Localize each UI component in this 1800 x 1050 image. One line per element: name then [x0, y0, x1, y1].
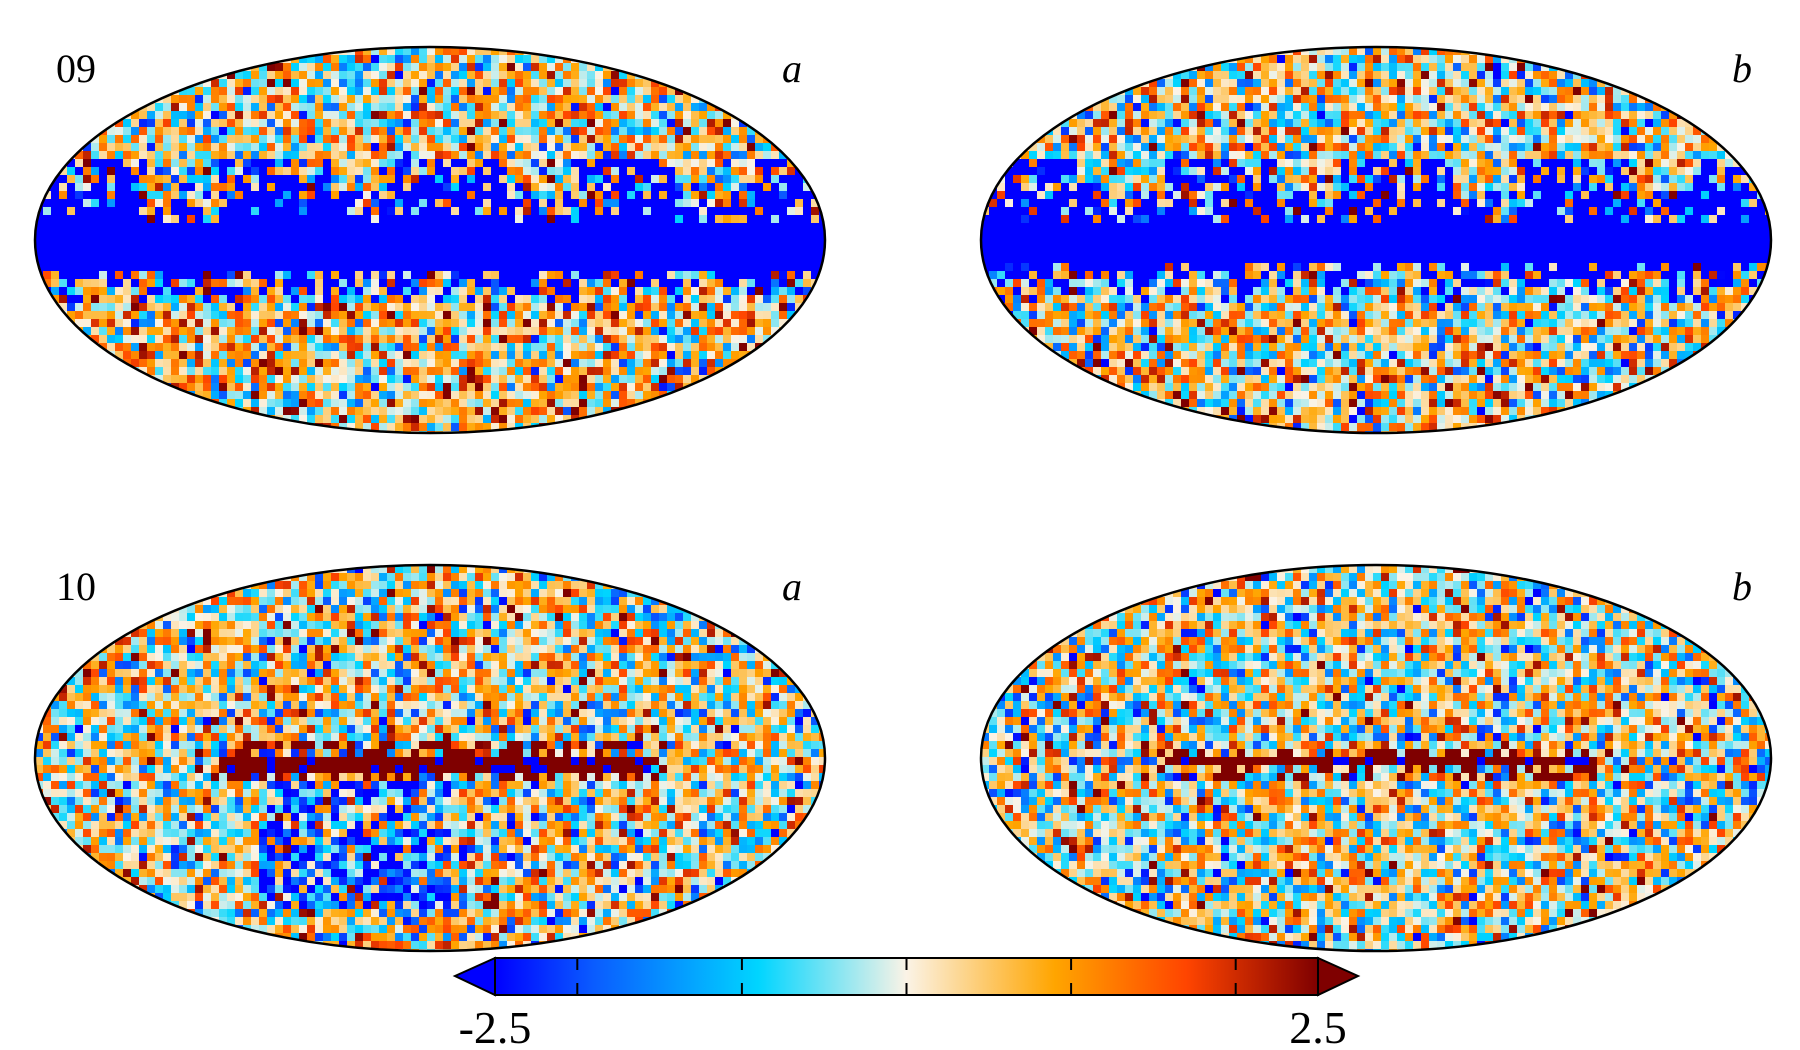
sky-map-border	[33, 45, 827, 435]
sky-map-texture	[35, 47, 825, 433]
colorbar-ticks	[494, 958, 1319, 995]
colorbar: -2.5 2.5	[452, 956, 1361, 1050]
sky-map-10b	[979, 563, 1773, 953]
sky-map-texture	[35, 565, 825, 951]
sky-map-texture	[981, 565, 1771, 951]
panel-10b: b	[979, 563, 1773, 953]
row-label-10: 10	[56, 564, 96, 609]
column-label-b: b	[1732, 46, 1752, 91]
column-label-a: a	[782, 564, 802, 609]
sky-map-border	[979, 45, 1773, 435]
panel-09b: b	[979, 45, 1773, 435]
sky-map-09a	[33, 45, 827, 435]
colorbar-extend-right-arrow	[1317, 956, 1361, 997]
panel-09a: 09 a	[33, 45, 827, 435]
colorbar-max-label: 2.5	[1289, 1002, 1347, 1050]
sky-map-border	[33, 563, 827, 953]
row-label-09: 09	[56, 46, 96, 91]
column-label-a: a	[782, 46, 802, 91]
colorbar-extend-left-arrow	[452, 956, 496, 997]
sky-map-border	[979, 563, 1773, 953]
panel-10a: 10 a	[33, 563, 827, 953]
column-label-b: b	[1732, 564, 1752, 609]
sky-map-texture	[981, 47, 1771, 433]
sky-map-09b	[979, 45, 1773, 435]
sky-map-10a	[33, 563, 827, 953]
colorbar-min-label: -2.5	[459, 1002, 532, 1050]
